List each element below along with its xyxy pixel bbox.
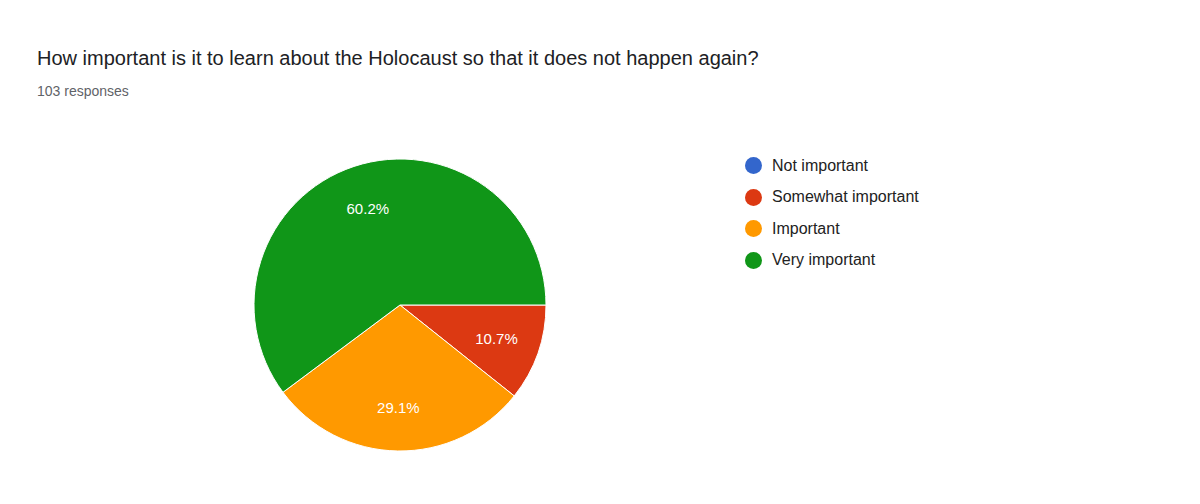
html-text:Very important: Very important (772, 251, 876, 269)
svg-text:29.1%: 29.1% (377, 399, 420, 416)
html-text:Important: Important (772, 219, 840, 237)
svg-text:10.7%: 10.7% (475, 330, 518, 347)
html-text:Somewhat important: Somewhat important (772, 188, 919, 206)
html-text:How important is it to learn a: How important is it to learn about the H… (37, 47, 759, 69)
html-text:Not important: Not important (772, 156, 868, 174)
html-text:103 responses: 103 responses (37, 83, 129, 99)
svg-text:60.2%: 60.2% (347, 200, 390, 217)
